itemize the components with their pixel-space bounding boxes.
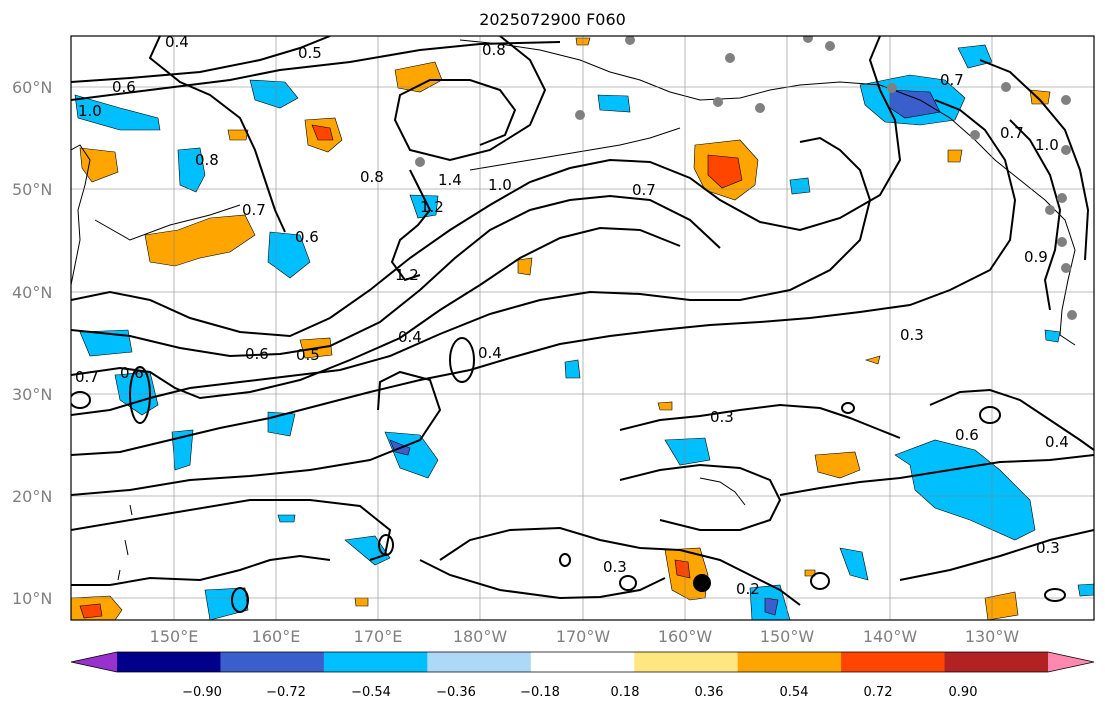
longitude-labels: 150°E 160°E 170°E 180°W 170°W 160°W 150°… (150, 627, 1020, 646)
contour-label: 0.7 (632, 181, 656, 199)
contour-label: 1.0 (1035, 136, 1059, 154)
lat-label: 60°N (12, 78, 52, 97)
lat-label: 50°N (12, 180, 52, 199)
lon-label: 170°E (354, 627, 403, 646)
lon-label: 160°E (252, 627, 301, 646)
colorbar-segment (634, 652, 739, 672)
contour-label: 0.8 (195, 151, 219, 169)
colorbar-segment (530, 652, 635, 672)
contour-label: 0.4 (165, 33, 189, 51)
contour-label: 0.7 (940, 71, 964, 89)
coastlines (71, 39, 1076, 581)
colorbar-tick-label: −0.18 (520, 685, 560, 700)
contour-label: 0.2 (736, 580, 760, 598)
contour-label: 0.5 (296, 346, 320, 364)
storm-center-marker (693, 574, 711, 592)
contour-label: 0.3 (900, 326, 924, 344)
colorbar-tick-label: −0.36 (436, 685, 476, 700)
colorbar-segment (944, 652, 1049, 672)
station-markers (415, 36, 1077, 320)
lon-label: 150°W (760, 627, 815, 646)
lat-label: 40°N (12, 283, 52, 302)
colorbar-tick-labels: −0.90 −0.72 −0.54 −0.36 −0.18 0.18 0.36 … (182, 685, 977, 700)
lat-label: 10°N (12, 589, 52, 608)
contour-label: 0.7 (242, 201, 266, 219)
colorbar-segment (427, 652, 532, 672)
lon-label: 150°E (150, 627, 199, 646)
colorbar-tick-label: 0.72 (864, 685, 893, 700)
colorbar-outline (70, 651, 1095, 673)
contour-label: 0.6 (245, 345, 269, 363)
contour-label: 0.6 (120, 364, 144, 382)
contour-label-group: 0.4 0.8 0.6 0.5 0.7 1.0 0.7 0.8 1.4 1.0 … (75, 33, 1069, 598)
contour-label: 1.4 (438, 171, 462, 189)
colorbar-tick-label: −0.90 (182, 685, 222, 700)
contour-label: 0.4 (478, 344, 502, 362)
colorbar-tick-label: −0.72 (266, 685, 306, 700)
colorbar-tick-label: 0.36 (695, 685, 724, 700)
colorbar-segment (220, 652, 325, 672)
contour-lines (71, 36, 1094, 613)
plot-frame (70, 35, 1095, 621)
colorbar-extension-high (1048, 652, 1094, 672)
colorbar-segment (737, 652, 842, 672)
contour-label: 0.6 (112, 78, 136, 96)
latitude-labels: 60°N 50°N 40°N 30°N 20°N 10°N (12, 78, 52, 608)
lon-label: 140°W (863, 627, 918, 646)
contour-label: 0.7 (1000, 124, 1024, 142)
contour-label: 0.3 (710, 408, 734, 426)
contour-label: 1.0 (78, 102, 102, 120)
contour-label: 0.9 (1024, 248, 1048, 266)
colorbar-segment (323, 652, 428, 672)
contour-label: 0.5 (298, 44, 322, 62)
map-title: 2025072900 F060 (479, 10, 626, 29)
contour-label: 0.3 (603, 558, 627, 576)
lon-label: 160°W (658, 627, 713, 646)
colorbar-segment (117, 652, 221, 672)
lat-label: 30°N (12, 385, 52, 404)
contour-label: 1.2 (420, 198, 444, 216)
contour-label: 0.4 (398, 328, 422, 346)
lon-label: 180°W (453, 627, 508, 646)
colorbar-segment (841, 652, 946, 672)
contour-label: 0.4 (1045, 433, 1069, 451)
colorbar-extension-low (71, 652, 117, 672)
contour-label: 0.3 (1036, 539, 1060, 557)
colorbar-tick-label: 0.18 (611, 685, 640, 700)
contour-label: 0.7 (75, 368, 99, 386)
lon-label: 130°W (965, 627, 1020, 646)
colorbar-tick-label: −0.54 (351, 685, 391, 700)
contour-label: 1.0 (488, 176, 512, 194)
contour-label: 0.8 (360, 168, 384, 186)
contour-label: 0.6 (955, 426, 979, 444)
colorbar-tick-label: 0.90 (949, 685, 978, 700)
contour-label: 1.2 (395, 266, 419, 284)
colorbar-tick-label: 0.54 (780, 685, 809, 700)
contour-label: 0.6 (295, 228, 319, 246)
colorbar (70, 651, 1095, 673)
lon-label: 170°W (556, 627, 611, 646)
contour-label: 0.8 (482, 41, 506, 59)
lat-label: 20°N (12, 487, 52, 506)
